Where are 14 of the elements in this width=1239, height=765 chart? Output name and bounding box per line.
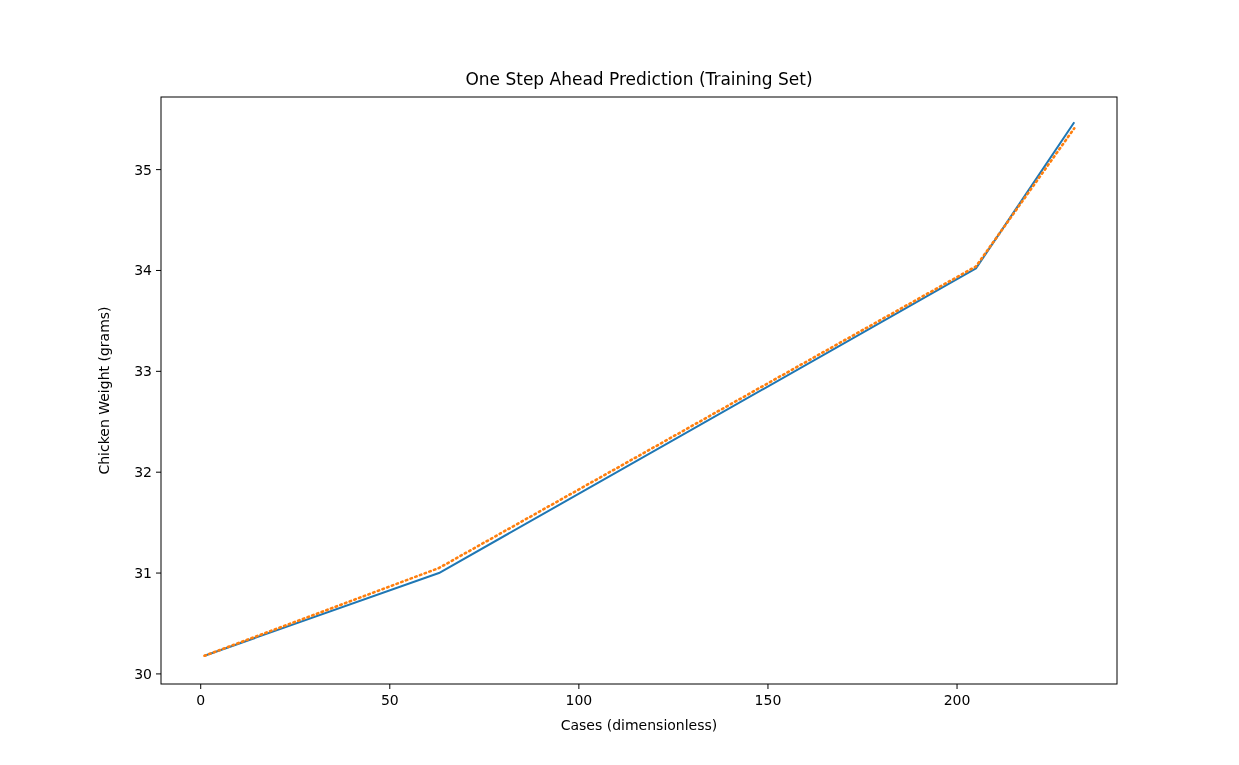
y-tick-label: 30	[134, 665, 152, 682]
y-tick-label: 34	[134, 262, 153, 279]
y-tick-label: 32	[134, 464, 152, 481]
x-tick-label: 100	[565, 692, 593, 708]
y-axis-title: Chicken Weight (grams)	[96, 306, 112, 475]
y-tick-label: 35	[134, 161, 152, 178]
chart-title: One Step Ahead Prediction (Training Set)	[465, 69, 813, 89]
y-tick-label: 33	[134, 363, 152, 380]
y-tick-label: 31	[134, 564, 152, 581]
x-tick-label: 50	[380, 692, 399, 708]
x-tick-label: 200	[943, 692, 971, 708]
x-tick-label: 0	[196, 692, 206, 708]
x-axis-title: Cases (dimensionless)	[560, 717, 718, 733]
x-tick-label: 150	[754, 692, 782, 708]
